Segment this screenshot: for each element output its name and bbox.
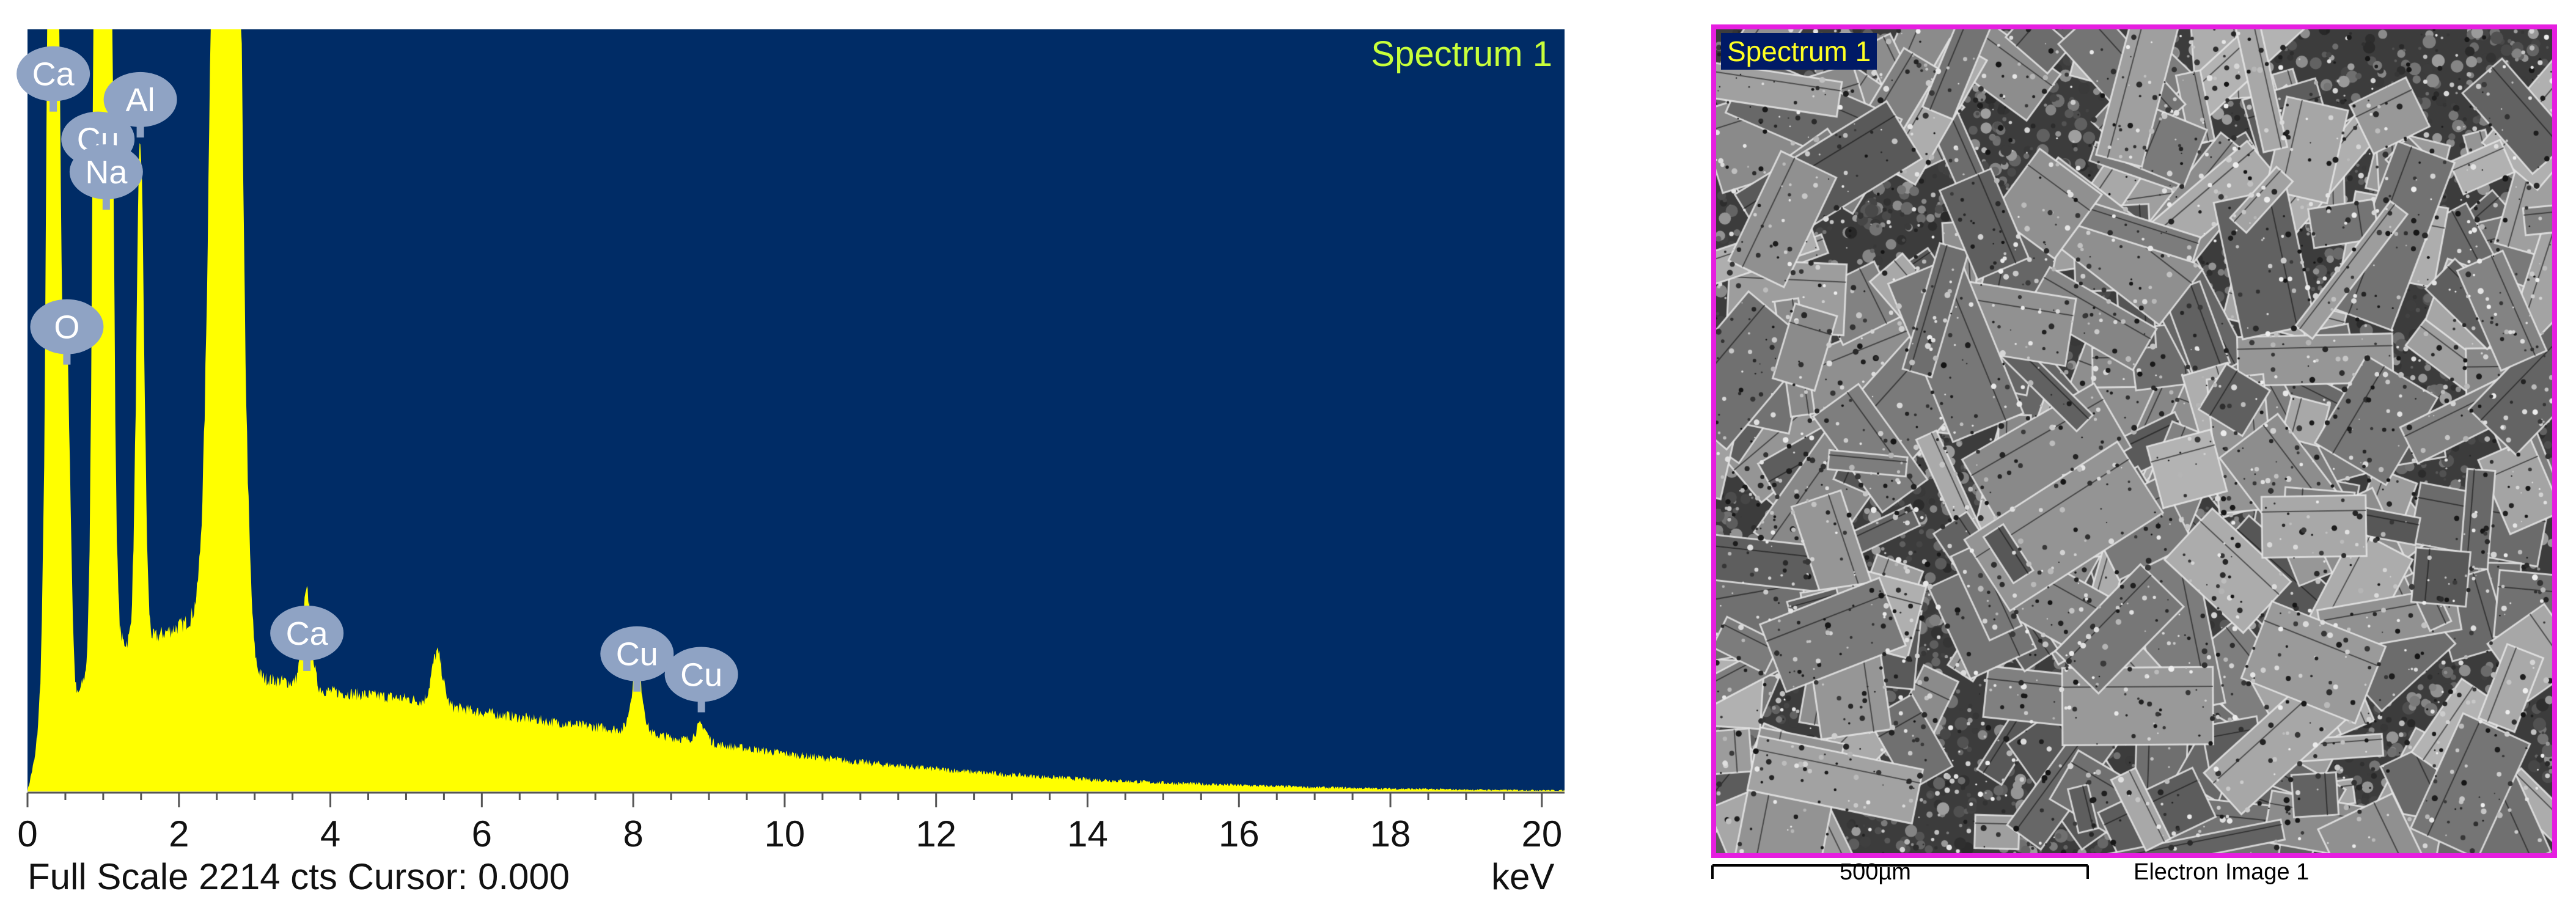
peak-label: Cu — [600, 626, 674, 692]
x-tick-label: 20 — [1521, 813, 1562, 854]
x-tick-label: 14 — [1067, 813, 1108, 854]
peak-label-text: Ca — [32, 56, 75, 93]
peak-label-text: Al — [126, 82, 155, 119]
electron-image-panel: Spectrum 1 500µm Electron Image 1 — [1699, 18, 2567, 892]
x-tick-label: 6 — [472, 813, 492, 854]
x-tick-label: 4 — [320, 813, 340, 854]
full-scale-readout: Full Scale 2214 cts Cursor: 0.000 — [28, 856, 570, 897]
peak-label-bubble — [17, 46, 90, 101]
peak-label: Al — [103, 72, 177, 138]
peak-label-text: O — [54, 309, 79, 346]
x-tick-label: 16 — [1219, 813, 1260, 854]
eds-spectrum-panel: 0 2 4 6 8 10 12 14 16 18 20 Ca Al Cu Na O Ca Cu Cu Spectr… — [17, 29, 1565, 897]
peak-label-text: Na — [85, 154, 128, 191]
peak-label: Na — [69, 144, 143, 210]
peak-label: Ca — [270, 605, 344, 671]
peak-label-text: Cu — [680, 657, 722, 694]
scale-bar-label: 500µm — [1840, 859, 1911, 885]
peak-label-text: Ca — [286, 615, 329, 652]
peak-label-bubble — [69, 144, 143, 200]
electron-micrograph — [1716, 29, 2552, 853]
peak-label: Cu — [664, 647, 738, 713]
spectrum-area — [28, 29, 1565, 791]
x-tick-label: 18 — [1370, 813, 1411, 854]
spectrum-fill-group — [28, 29, 1565, 791]
peak-label-bubble — [664, 647, 738, 702]
x-axis: 0 2 4 6 8 10 12 14 16 18 20 — [17, 791, 1565, 854]
x-tick-label: 12 — [916, 813, 956, 854]
scale-bar — [1711, 864, 2089, 879]
electron-image-frame: Spectrum 1 — [1711, 24, 2557, 858]
peak-label: O — [30, 299, 104, 365]
plot-background — [28, 29, 1565, 791]
peak-label: Ca — [17, 46, 90, 112]
chart-title: Spectrum 1 — [1371, 34, 1552, 74]
image-caption: Electron Image 1 — [2134, 859, 2310, 885]
x-tick-label: 8 — [623, 813, 643, 854]
x-tick-label: 10 — [765, 813, 805, 854]
peak-label-bubble — [103, 72, 177, 127]
peak-label-bubble — [30, 299, 104, 354]
peak-label-bubble — [270, 605, 344, 661]
x-axis-label: keV — [1491, 856, 1555, 897]
x-tick-label: 2 — [169, 813, 189, 854]
image-spectrum-tag: Spectrum 1 — [1721, 33, 1877, 70]
peak-label-bubble — [600, 626, 674, 681]
x-tick-label: 0 — [17, 813, 37, 854]
peak-label-text: Cu — [616, 636, 658, 673]
